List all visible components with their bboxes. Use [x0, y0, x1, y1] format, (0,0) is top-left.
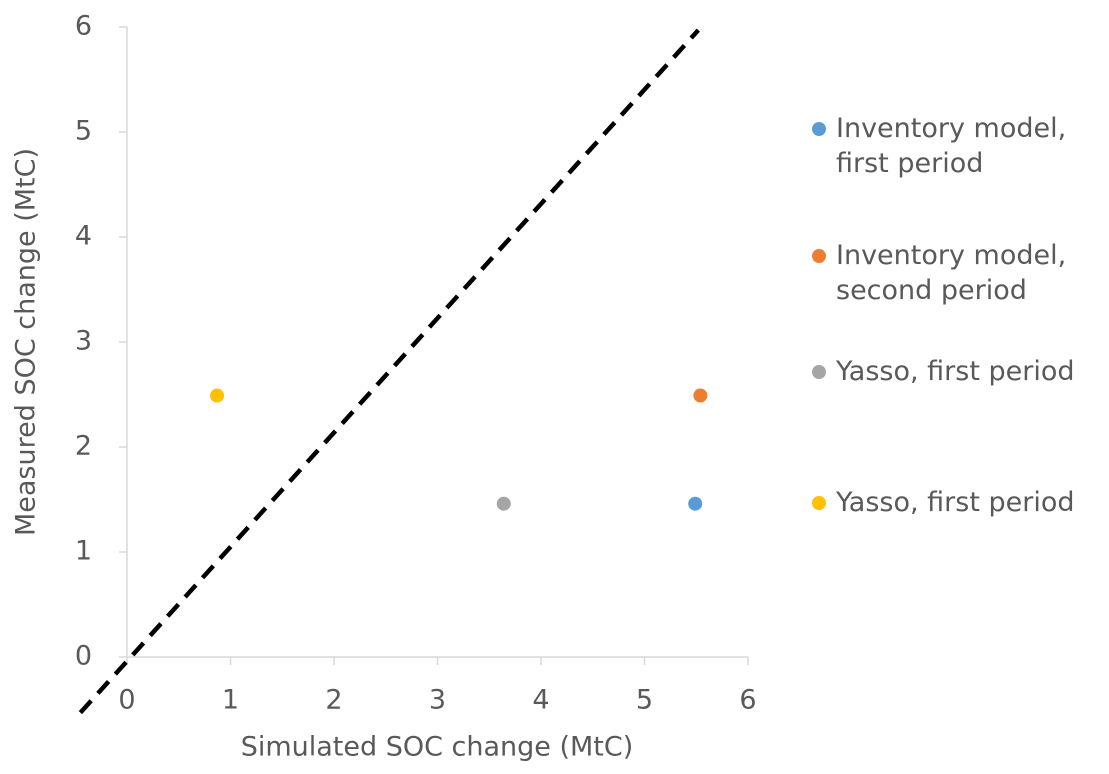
legend-marker	[812, 122, 826, 136]
x-tick-label: 0	[118, 685, 135, 716]
reference-line	[78, 28, 700, 715]
legend-item: Yasso, first period	[812, 354, 1109, 389]
point	[210, 388, 225, 403]
y-tick-label: 1	[75, 536, 92, 567]
y-tick-label: 0	[75, 641, 92, 672]
legend-item: Yasso, first period	[812, 485, 1109, 520]
legend-marker	[812, 365, 826, 379]
point	[693, 388, 708, 403]
x-axis-title: Simulated SOC change (MtC)	[241, 732, 634, 763]
legend-marker	[812, 496, 826, 510]
legend-marker	[812, 249, 826, 263]
y-tick-label: 4	[75, 221, 92, 252]
x-tick-label: 2	[325, 685, 342, 716]
legend-item: Inventory model, second period	[812, 238, 1109, 308]
point	[688, 496, 703, 511]
x-tick-label: 5	[636, 685, 653, 716]
y-tick-label: 2	[75, 431, 92, 462]
y-tick-label: 3	[75, 326, 92, 357]
legend-label: Yasso, first period	[836, 356, 1075, 387]
x-tick-label: 6	[739, 685, 756, 716]
legend-label: Yasso, first period	[836, 487, 1075, 518]
x-tick-label: 3	[429, 685, 446, 716]
legend-label: Inventory model, first period	[836, 113, 1067, 179]
x-tick-label: 1	[222, 685, 239, 716]
x-tick-label: 4	[532, 685, 549, 716]
y-axis-title: Measured SOC change (MtC)	[11, 148, 42, 536]
y-tick-label: 5	[75, 116, 92, 147]
legend-label: Inventory model, second period	[836, 240, 1067, 306]
y-tick-label: 6	[75, 11, 92, 42]
point	[496, 496, 511, 511]
legend-item: Inventory model, first period	[812, 111, 1109, 181]
